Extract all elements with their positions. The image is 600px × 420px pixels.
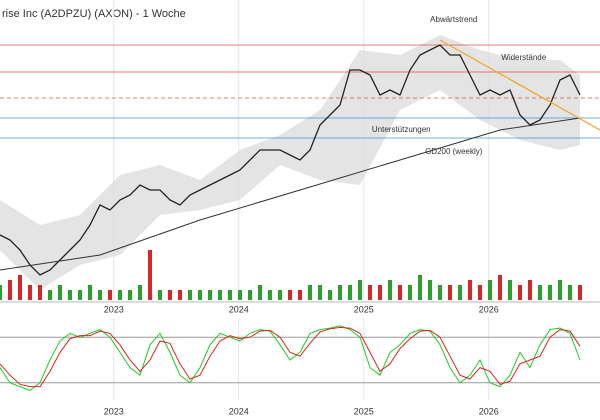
volume-bar xyxy=(138,285,142,300)
volume-bar xyxy=(18,275,22,300)
price-line xyxy=(0,117,581,271)
volume-bar xyxy=(278,290,282,300)
volume-bar xyxy=(488,280,492,300)
volume-bar xyxy=(418,275,422,300)
volume-bar xyxy=(568,285,572,300)
stochastic-line xyxy=(0,325,581,391)
volume-bar xyxy=(248,290,252,300)
volume-bar xyxy=(518,285,522,300)
x-tick-label: 2023 xyxy=(104,406,124,416)
x-tick-label: 2025 xyxy=(354,406,374,416)
volume-bar xyxy=(228,290,232,300)
volume-bar xyxy=(98,290,102,300)
volume-bar xyxy=(538,285,542,300)
volume-bar xyxy=(118,290,122,300)
volume-bar xyxy=(318,285,322,300)
volume-bar xyxy=(308,285,312,300)
x-tick-label: 2026 xyxy=(479,304,499,314)
volume-bar xyxy=(388,280,392,300)
volume-bar xyxy=(428,280,432,300)
volume-bar xyxy=(38,285,42,300)
price-line xyxy=(0,44,581,276)
volume-bar xyxy=(78,290,82,300)
volume-bar xyxy=(168,290,172,300)
volume-bar xyxy=(408,285,412,300)
volume-bar xyxy=(288,290,292,300)
volume-bar xyxy=(48,290,52,300)
trend-line xyxy=(439,39,600,131)
volume-bar xyxy=(0,285,2,300)
volume-bar xyxy=(58,285,62,300)
volume-bar xyxy=(328,290,332,300)
volume-bar xyxy=(498,275,502,300)
volume-bar xyxy=(298,290,302,300)
x-tick-label: 2024 xyxy=(229,406,249,416)
volume-bar xyxy=(578,285,582,300)
chart-title: rise Inc (A2DPZU) (AXON) - 1 Woche xyxy=(2,8,186,20)
x-tick-label: 2024 xyxy=(229,304,249,314)
volume-bar xyxy=(208,290,212,300)
volume-bar xyxy=(178,290,182,300)
volume-bar xyxy=(218,290,222,300)
volume-bar xyxy=(128,290,132,300)
volume-bar xyxy=(238,290,242,300)
volume-bar xyxy=(368,285,372,300)
band xyxy=(0,35,580,290)
volume-bar xyxy=(398,285,402,300)
volume-bar xyxy=(468,280,472,300)
volume-bar xyxy=(8,280,12,300)
volume-bar xyxy=(68,290,72,300)
annotation: Widerstände xyxy=(501,53,546,62)
volume-bar xyxy=(458,285,462,300)
annotation: GD200 (weekly) xyxy=(425,147,483,156)
x-tick-label: 2026 xyxy=(479,406,499,416)
volume-bar xyxy=(548,285,552,300)
annotation: Abwärtstrend xyxy=(430,15,477,24)
volume-bar xyxy=(158,290,162,300)
x-tick-label: 2023 xyxy=(104,304,124,314)
x-tick-label: 2025 xyxy=(354,304,374,314)
volume-bar xyxy=(108,290,112,300)
volume-bar xyxy=(198,290,202,300)
volume-bar xyxy=(478,285,482,300)
volume-bar xyxy=(148,250,152,300)
volume-bar xyxy=(528,280,532,300)
volume-bar xyxy=(88,285,92,300)
volume-bar xyxy=(358,280,362,300)
volume-bar xyxy=(258,285,262,300)
volume-bar xyxy=(338,285,342,300)
volume-bar xyxy=(438,285,442,300)
volume-bar xyxy=(448,285,452,300)
stochastic-line xyxy=(0,326,581,388)
volume-bar xyxy=(28,285,32,300)
volume-bar xyxy=(348,285,352,300)
annotation: Unterstützungen xyxy=(372,125,431,134)
volume-bar xyxy=(378,285,382,300)
volume-bar xyxy=(508,280,512,300)
volume-bar xyxy=(558,280,562,300)
volume-bar xyxy=(188,290,192,300)
volume-bar xyxy=(268,290,272,300)
